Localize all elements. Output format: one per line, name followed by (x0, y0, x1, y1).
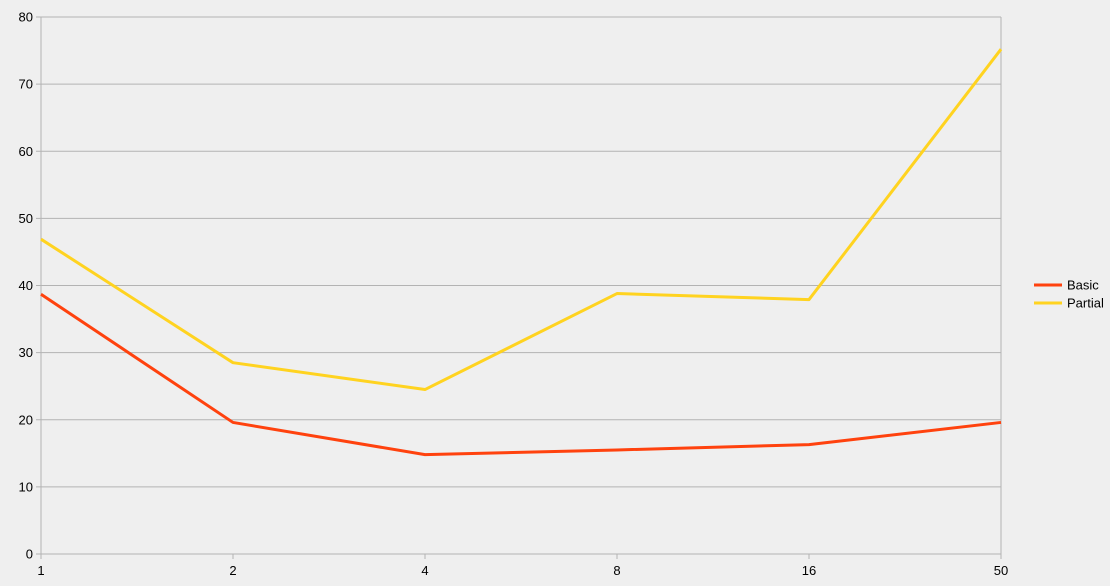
y-tick-label: 70 (19, 77, 33, 92)
x-tick-label: 1 (37, 563, 44, 578)
x-tick-label: 16 (802, 563, 816, 578)
y-tick-labels: 0 10 20 30 40 50 60 70 80 (19, 10, 33, 562)
y-tick-label: 60 (19, 144, 33, 159)
legend: Basic Partial (1034, 278, 1104, 311)
y-tick-label: 20 (19, 412, 33, 427)
y-tick-label: 10 (19, 479, 33, 494)
y-tick-label: 0 (26, 547, 33, 562)
legend-label-partial: Partial (1067, 296, 1104, 311)
y-tick-label: 40 (19, 278, 33, 293)
axes (36, 16, 1002, 559)
x-tick-label: 50 (994, 563, 1008, 578)
y-tick-label: 50 (19, 211, 33, 226)
y-tick-label: 80 (19, 10, 33, 25)
y-tick-label: 30 (19, 345, 33, 360)
grid-lines (41, 16, 1001, 488)
series-line-partial (40, 48, 1003, 392)
x-tick-label: 4 (421, 563, 428, 578)
legend-label-basic: Basic (1067, 278, 1099, 293)
x-tick-label: 2 (229, 563, 236, 578)
data-series (40, 48, 1003, 457)
x-tick-labels: 1 2 4 8 16 50 (37, 563, 1008, 578)
x-tick-label: 8 (613, 563, 620, 578)
series-line-basic (40, 292, 1002, 457)
